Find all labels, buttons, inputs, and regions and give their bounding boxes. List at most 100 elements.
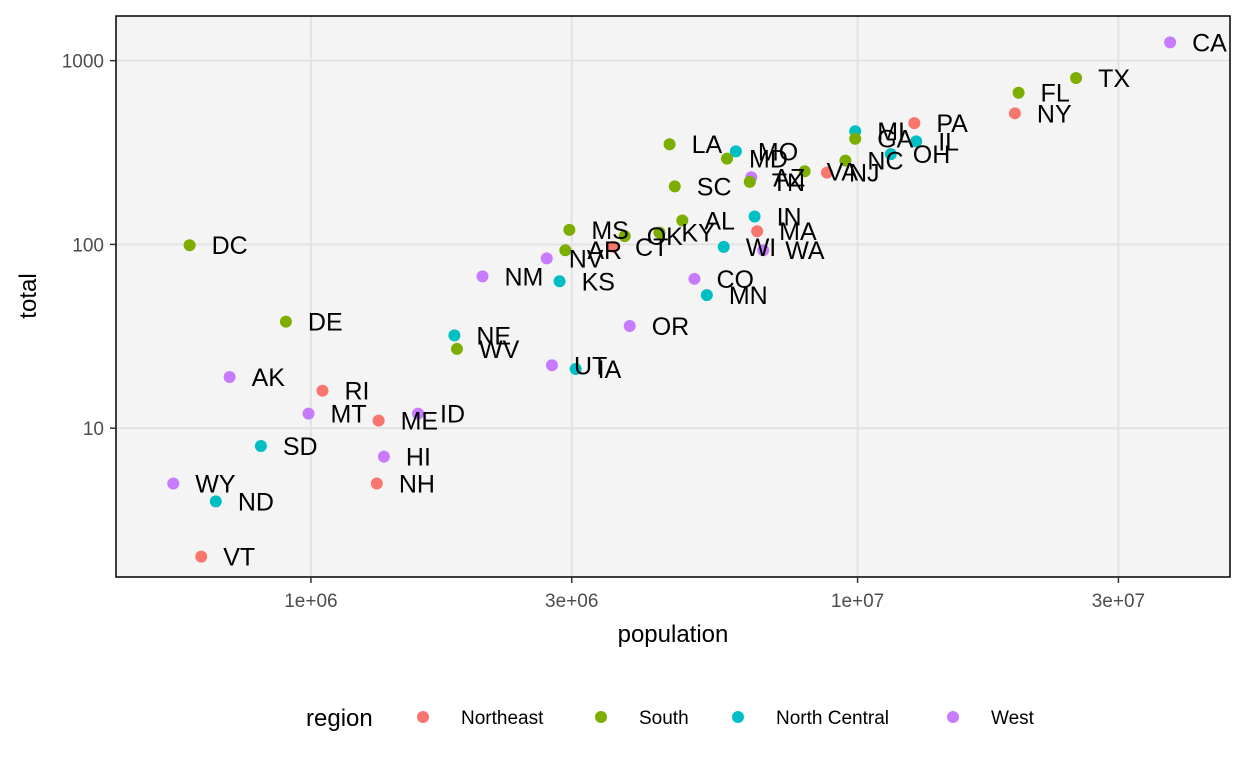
data-point [653, 226, 666, 239]
data-point [1070, 71, 1083, 84]
data-point [623, 319, 636, 332]
point-label: RI [344, 378, 369, 406]
data-point [884, 148, 897, 161]
data-point [1008, 107, 1021, 120]
data-point [676, 214, 689, 227]
point-label: OH [913, 141, 951, 169]
data-point [820, 166, 833, 179]
point-label: ME [401, 408, 439, 436]
data-point [209, 495, 222, 508]
data-point [688, 272, 701, 285]
plot-border [115, 15, 1231, 578]
point-label: TX [1098, 65, 1130, 93]
data-point [302, 407, 315, 420]
point-label: MO [758, 138, 798, 166]
point-label: VT [223, 544, 255, 572]
point-label: UT [574, 352, 607, 380]
x-axis-ticks: 1e+06 3e+06 1e+07 3e+07 [284, 577, 1145, 612]
data-point [743, 175, 756, 188]
point-label: IA [598, 356, 622, 384]
point-label: OR [652, 313, 690, 341]
grid-lines [116, 16, 1230, 577]
data-point [839, 154, 852, 167]
point-label: CA [1192, 29, 1227, 57]
data-point [729, 145, 742, 158]
data-point [372, 414, 385, 427]
data-point [448, 329, 461, 342]
data-point [757, 244, 770, 257]
point-label: OK [647, 223, 683, 251]
point-label: TN [772, 169, 805, 197]
point-label: GA [877, 126, 913, 154]
data-point [1164, 36, 1177, 49]
point-label: NV [569, 245, 604, 273]
point-label: ID [440, 401, 465, 429]
data-point [450, 342, 463, 355]
data-point [607, 240, 620, 253]
legend-label: West [991, 708, 1035, 729]
plot-panel [116, 16, 1230, 577]
point-label: MN [729, 282, 768, 310]
data-point [700, 289, 713, 302]
data-point [668, 180, 681, 193]
point-label: IL [938, 128, 959, 156]
point-label: KY [681, 220, 715, 248]
data-point [1012, 86, 1025, 99]
data-point [717, 240, 730, 253]
data-point [553, 275, 566, 288]
point-label: CT [635, 234, 668, 262]
data-point [370, 477, 383, 490]
point-label: HI [406, 444, 431, 472]
x-tick-label: 3e+07 [1092, 591, 1145, 612]
point-label: KS [582, 268, 615, 296]
legend-key [595, 711, 607, 723]
point-label: VA [827, 158, 859, 186]
x-tick-label: 3e+06 [545, 591, 598, 612]
data-point [663, 138, 676, 151]
legend-key [417, 711, 429, 723]
y-tick-label: 10 [83, 419, 104, 440]
legend-title: region [306, 705, 373, 732]
data-point [279, 315, 292, 328]
data-point [476, 270, 489, 283]
y-tick-label: 100 [72, 235, 104, 256]
point-label: NH [399, 471, 435, 499]
data-point [167, 477, 180, 490]
point-label: WI [746, 234, 777, 262]
point-label: WY [195, 471, 236, 499]
point-label: AL [704, 207, 735, 235]
point-label: NC [867, 148, 903, 176]
data-point [559, 244, 572, 257]
point-label: NE [476, 322, 511, 350]
data-point [316, 384, 329, 397]
legend-key [732, 711, 744, 723]
point-label: WA [785, 237, 825, 265]
y-axis-title: total [15, 273, 42, 318]
data-point [412, 407, 425, 420]
point-label: WV [479, 336, 520, 364]
data-point [798, 165, 811, 178]
point-label: MD [749, 146, 788, 174]
y-tick-label: 1000 [62, 52, 104, 73]
point-label: SD [283, 433, 318, 461]
point-label: IN [777, 203, 802, 231]
point-label: ND [238, 488, 274, 516]
point-label: AZ [773, 164, 805, 192]
point-label: DE [308, 309, 343, 337]
point-label: AR [587, 237, 622, 265]
data-points [167, 36, 1177, 563]
data-point [563, 223, 576, 236]
data-point [223, 370, 236, 383]
data-point [540, 252, 553, 265]
point-label: LA [692, 131, 723, 159]
point-label: FL [1041, 80, 1070, 108]
legend-key [947, 711, 959, 723]
point-label: NM [504, 263, 543, 291]
data-point [569, 362, 582, 375]
point-label: MI [877, 118, 905, 146]
data-point [751, 225, 764, 238]
x-tick-label: 1e+06 [284, 591, 337, 612]
data-point [908, 117, 921, 130]
